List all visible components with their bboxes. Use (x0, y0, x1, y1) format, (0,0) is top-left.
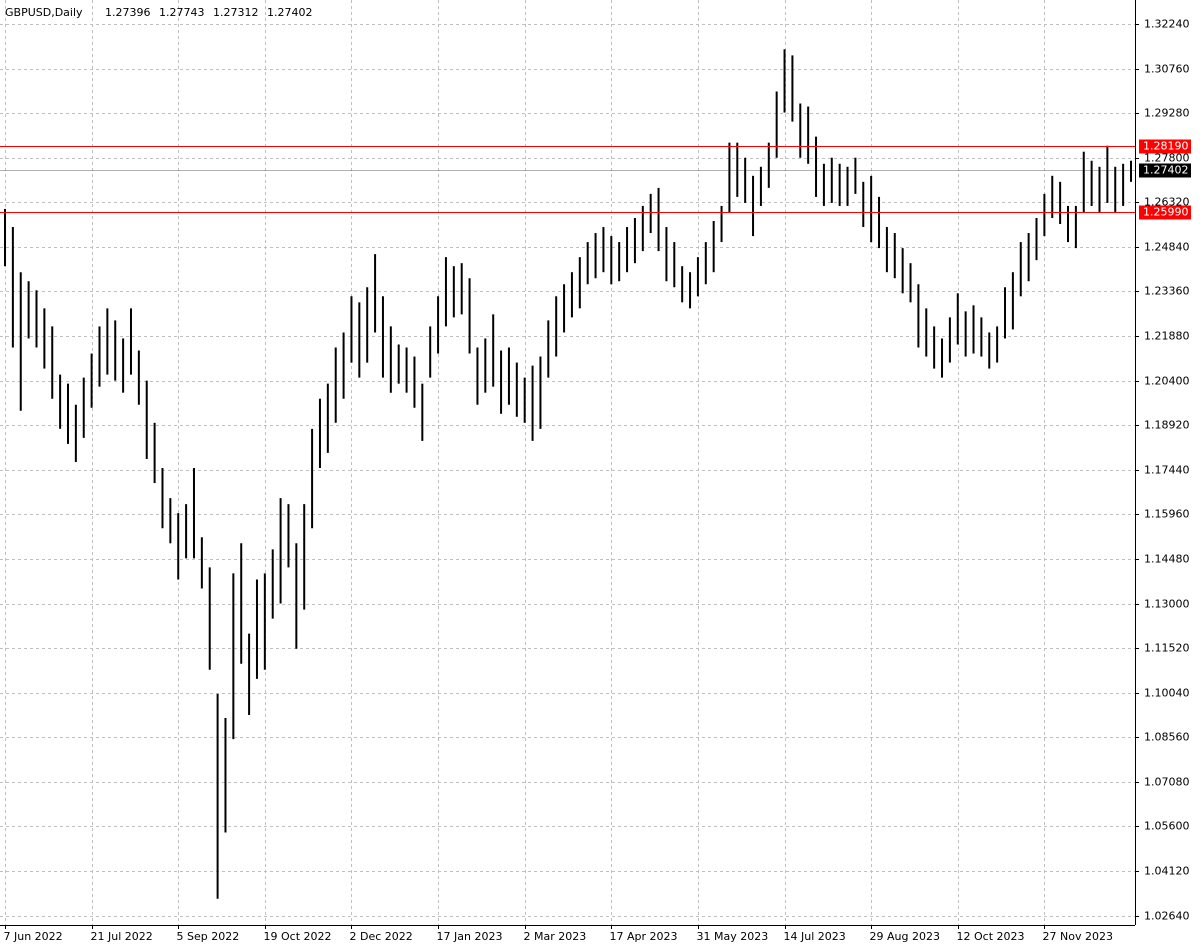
y-tick-label: 1.21880 (1144, 330, 1190, 343)
y-tick-label: 1.18920 (1144, 419, 1190, 432)
y-tick-label: 1.14480 (1144, 553, 1190, 566)
y-tick-label: 1.17440 (1144, 464, 1190, 477)
bars (0, 49, 1135, 899)
x-tick-label: 29 Aug 2023 (870, 930, 940, 943)
y-tick-label: 1.29280 (1144, 107, 1190, 120)
y-tick-label: 1.13000 (1144, 598, 1190, 611)
y-tick-label: 1.04120 (1144, 865, 1190, 878)
price-label-box (1139, 205, 1191, 220)
header: GBPUSD,Daily 1.27396 1.27743 1.27312 1.2… (5, 6, 313, 19)
y-tick-label: 1.07080 (1144, 776, 1190, 789)
grid (0, 0, 1135, 925)
y-tick-label: 1.32240 (1144, 18, 1190, 31)
x-tick-label: 27 Nov 2023 (1043, 930, 1113, 943)
y-tick-label: 1.20400 (1144, 375, 1190, 388)
price-label: 1.27402 (1143, 164, 1189, 177)
x-tick-label: 12 Oct 2023 (957, 930, 1025, 943)
x-tick-label: 31 May 2023 (697, 930, 769, 943)
x-tick-label: 2 Dec 2022 (350, 930, 413, 943)
open-value: 1.27396 (105, 6, 151, 19)
symbol-title: GBPUSD,Daily (5, 6, 83, 19)
y-tick-label: 1.26320 (1144, 196, 1190, 209)
y-tick-label: 1.10040 (1144, 687, 1190, 700)
x-tick-label: 17 Apr 2023 (610, 930, 678, 943)
price-label-box (1139, 139, 1191, 154)
y-tick-label: 1.27800 (1144, 152, 1190, 165)
x-tick-label: 17 Jan 2023 (437, 930, 503, 943)
price-label: 1.25990 (1143, 206, 1189, 219)
price-label: 1.28190 (1143, 140, 1189, 153)
y-tick-label: 1.30760 (1144, 63, 1190, 76)
price-label-box (1139, 163, 1191, 178)
low-value: 1.27312 (213, 6, 259, 19)
x-tick-label: 19 Oct 2022 (264, 930, 332, 943)
y-tick-label: 1.24840 (1144, 241, 1190, 254)
y-tick-label: 1.11520 (1144, 642, 1190, 655)
x-tick-label: 7 Jun 2022 (4, 930, 63, 943)
x-tick-label: 2 Mar 2023 (524, 930, 587, 943)
y-tick-label: 1.23360 (1144, 285, 1190, 298)
close-value: 1.27402 (267, 6, 313, 19)
x-tick-label: 5 Sep 2022 (177, 930, 240, 943)
y-tick-label: 1.05600 (1144, 820, 1190, 833)
y-tick-label: 1.15960 (1144, 508, 1190, 521)
high-value: 1.27743 (159, 6, 205, 19)
x-tick-label: 14 Jul 2023 (784, 930, 846, 943)
x-tick-label: 21 Jul 2022 (91, 930, 153, 943)
y-tick-label: 1.08560 (1144, 731, 1190, 744)
y-tick-label: 1.02640 (1144, 910, 1190, 923)
